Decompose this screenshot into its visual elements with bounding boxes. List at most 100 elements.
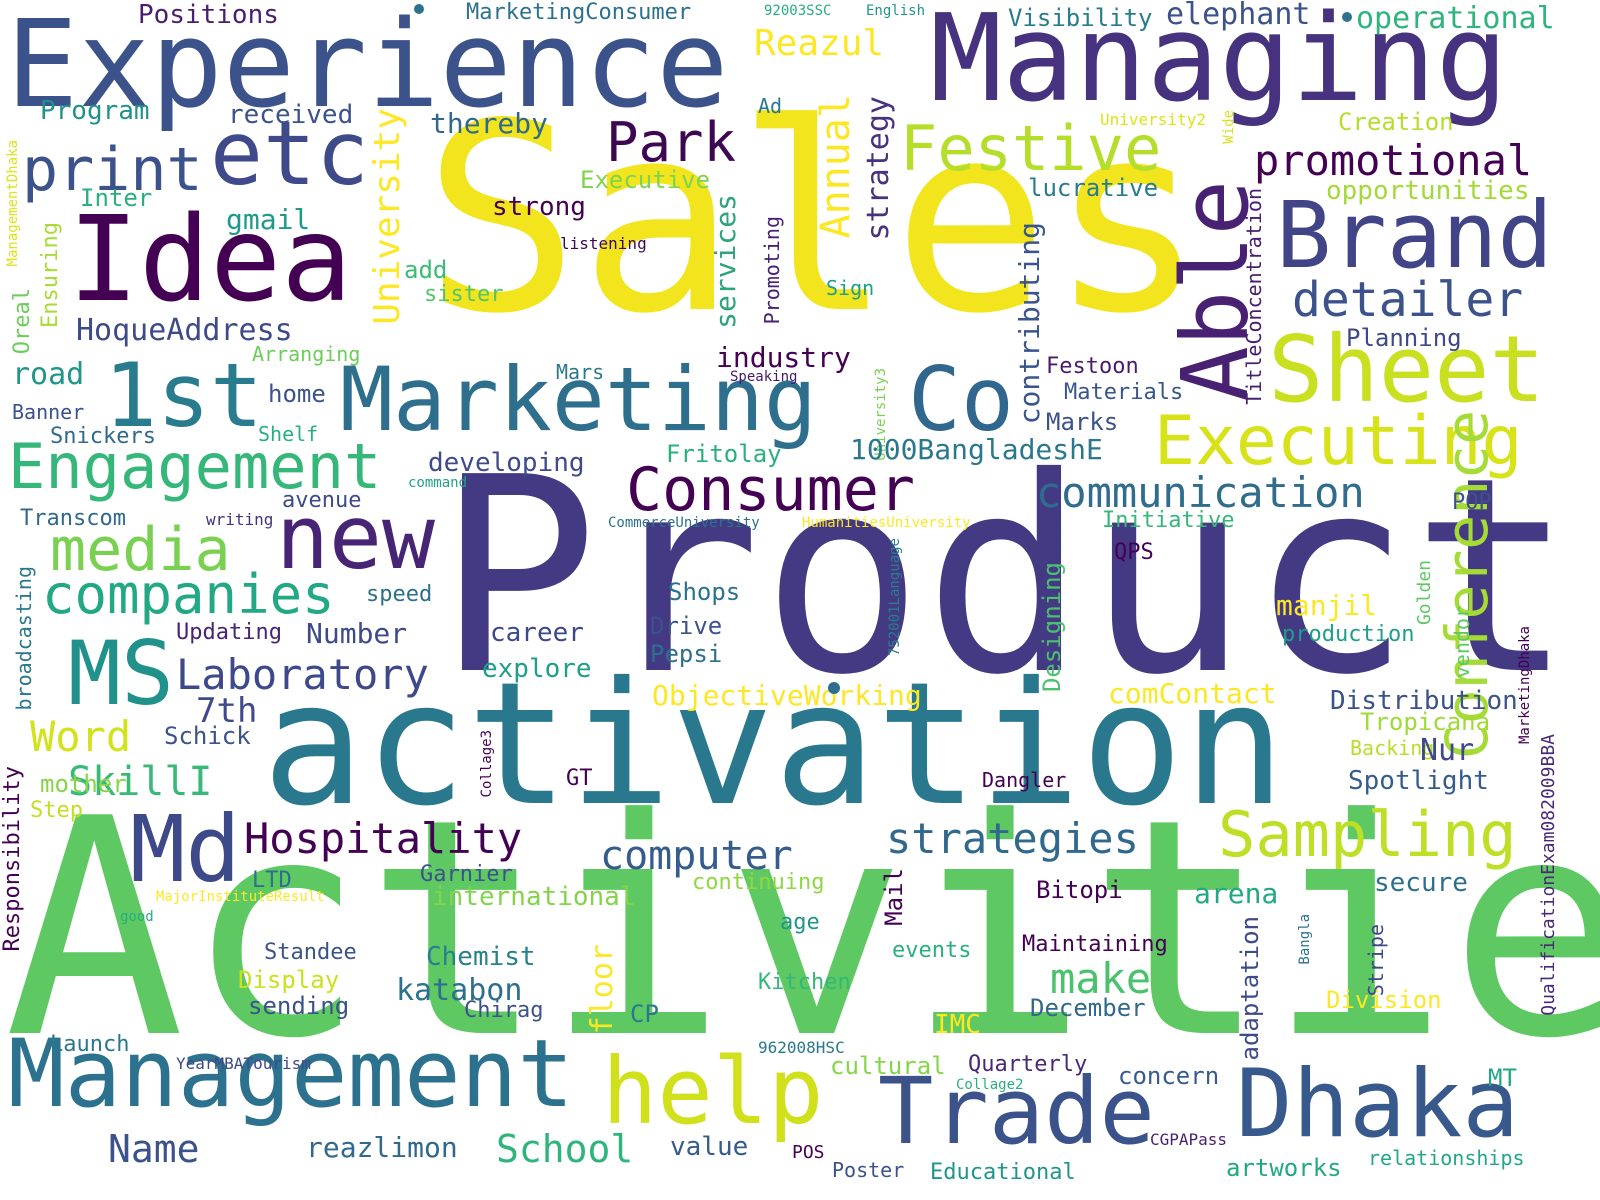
word-festoon: Festoon	[1046, 354, 1139, 379]
word-katabon: katabon	[396, 973, 523, 1008]
word-initiative: Initiative	[1102, 508, 1235, 533]
word-ms: MS	[68, 622, 174, 725]
word-cgpapass: CGPAPass	[1150, 1130, 1228, 1149]
word-nur: Nur	[1420, 733, 1475, 768]
word-1000bangladeshe: 1000BangladeshE	[850, 433, 1103, 466]
word-visibility: Visibility	[1008, 4, 1153, 32]
word-management: Management	[8, 1020, 574, 1129]
word-ltd: LTD	[252, 868, 292, 893]
word-continuing: continuing	[692, 870, 825, 895]
word-co: Co	[908, 348, 1014, 451]
word-cp: CP	[630, 1000, 659, 1028]
word-name: Name	[108, 1127, 200, 1171]
word-annual: Annual	[813, 94, 859, 239]
word-962008hsc: 962008HSC	[758, 1038, 845, 1057]
word-etc: etc	[210, 102, 369, 205]
word-floor: floor	[585, 944, 620, 1035]
word-secure: secure	[1374, 868, 1468, 898]
word-maintaining: Maintaining	[1022, 932, 1168, 957]
word-pos: POS	[792, 1142, 825, 1163]
word-ensuring: Ensuring	[38, 222, 63, 328]
word-updating: Updating	[176, 620, 282, 645]
word-international: international	[432, 882, 636, 912]
word-value: value	[670, 1132, 749, 1162]
word-print: print	[22, 135, 203, 205]
word-imc: IMC	[934, 1010, 981, 1040]
word-spotlight: Spotlight	[1348, 766, 1489, 796]
word-promoting: Promoting	[760, 216, 784, 325]
word-division: Division	[1326, 986, 1442, 1014]
word-make: make	[1050, 954, 1152, 1003]
word-vendor: vendor	[1450, 606, 1474, 679]
word-marks: Marks	[1046, 408, 1119, 436]
word-schick: Schick	[164, 722, 251, 750]
word-bitopi: Bitopi	[1036, 876, 1123, 904]
word-step: Step	[30, 798, 83, 823]
word-marketing: Marketing	[340, 348, 817, 451]
word-strategies: strategies	[886, 814, 1139, 863]
word-chirag: Chirag	[464, 998, 544, 1023]
word-operational: operational	[1356, 1, 1555, 36]
word-idea: Idea	[68, 190, 353, 328]
word-collage2: Collage2	[956, 1077, 1024, 1093]
word-relationships: relationships	[1368, 1146, 1525, 1170]
word-mail: Mail	[880, 868, 908, 926]
word-chemist: Chemist	[426, 942, 536, 972]
word-snickers: Snickers	[50, 424, 156, 449]
word-kitchen: Kitchen	[758, 970, 851, 995]
word-received: received	[228, 100, 354, 130]
word-inter: Inter	[80, 184, 153, 212]
word-positions: Positions	[138, 0, 279, 30]
word-artworks: artworks	[1226, 1154, 1342, 1182]
word-mt: MT	[1488, 1064, 1517, 1092]
word-shelf: Shelf	[258, 422, 319, 446]
word-managing: Managing	[930, 0, 1508, 129]
word-thereby: thereby	[430, 107, 549, 140]
dot-marker	[828, 682, 840, 694]
word-fritolay: Fritolay	[666, 440, 782, 468]
word-park: Park	[606, 111, 737, 174]
word-dangler: Dangler	[982, 768, 1067, 792]
word-distribution: Distribution	[1330, 686, 1518, 716]
word-oreal: Oreal	[10, 288, 35, 355]
word-shops: Shops	[668, 578, 741, 606]
word-listening: listening	[560, 234, 647, 253]
word-contributing: contributing	[1013, 222, 1046, 425]
word-developing: developing	[428, 448, 585, 478]
word-school: School	[496, 1127, 634, 1171]
word-transcom: Transcom	[20, 506, 126, 531]
word-product: Product	[436, 419, 1574, 734]
word-good: good	[120, 909, 154, 925]
word-reazul: Reazul	[754, 23, 885, 64]
dot-marker	[414, 4, 424, 14]
word-7th: 7th	[196, 691, 258, 731]
word-executing: Executing	[1154, 402, 1523, 481]
word-quarterly: Quarterly	[968, 1052, 1088, 1077]
word-experience: Experience	[6, 0, 729, 135]
word-home: home	[268, 380, 326, 408]
word-banner: Banner	[12, 400, 85, 424]
word-lucrative: lucrative	[1028, 174, 1159, 202]
word-humanitiesuniversity: HumanitiesUniversity	[802, 515, 971, 531]
word-services: services	[709, 194, 742, 329]
word-responsibility: Responsibility	[0, 766, 25, 952]
word-wide: Wide	[1221, 110, 1237, 144]
word-number: Number	[306, 617, 408, 650]
word-executive: Executive	[580, 166, 711, 194]
word-tropicana: Tropicana	[1360, 708, 1491, 736]
word-objectiveworking: ObjectiveWorking	[652, 679, 922, 712]
word-writing: writing	[206, 510, 274, 529]
word-arena: arena	[1194, 877, 1279, 910]
word-92003ssc: 92003SSC	[764, 3, 832, 19]
word-communication: communication	[1036, 468, 1365, 517]
word-new: new	[276, 486, 435, 589]
word-mother: mother	[40, 770, 127, 798]
word-planning: Planning	[1346, 324, 1462, 352]
word-computer: computer	[600, 833, 793, 879]
word-commerceuniversity: CommerceUniversity	[608, 515, 760, 531]
word-speed: speed	[366, 582, 433, 607]
word-titleconcentration: TitleConcentration	[1242, 188, 1266, 405]
word-road: road	[12, 357, 85, 392]
word-consumer: Consumer	[626, 455, 915, 525]
